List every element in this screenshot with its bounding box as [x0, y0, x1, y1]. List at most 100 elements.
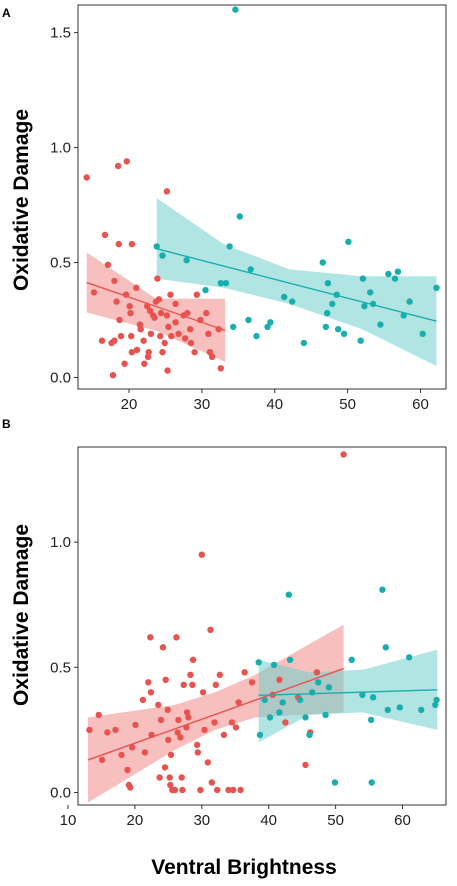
data-point: [168, 332, 175, 340]
data-point: [159, 349, 166, 356]
data-point: [104, 729, 111, 736]
data-point: [296, 696, 304, 704]
data-point: [115, 240, 123, 248]
data-point: [111, 337, 118, 344]
data-point: [126, 303, 133, 310]
data-point: [86, 726, 93, 734]
data-point: [309, 689, 316, 696]
data-point: [161, 339, 168, 347]
data-point: [83, 174, 90, 181]
data-point: [270, 661, 278, 668]
data-point: [172, 319, 179, 326]
data-point: [379, 586, 386, 593]
data-point: [348, 656, 355, 663]
data-point: [286, 656, 294, 663]
data-point: [104, 261, 112, 268]
data-point: [419, 330, 426, 337]
data-point: [201, 726, 208, 734]
x-tick-label: 40: [266, 396, 283, 413]
data-point: [197, 786, 204, 794]
data-point: [101, 231, 109, 239]
data-point: [187, 671, 194, 678]
data-point: [199, 689, 207, 696]
data-point: [369, 694, 377, 701]
data-point: [163, 312, 171, 319]
data-point: [157, 309, 165, 317]
data-point: [183, 709, 191, 716]
data-point: [367, 716, 375, 724]
data-point: [162, 676, 169, 683]
data-point: [204, 759, 211, 766]
data-point: [236, 213, 243, 220]
data-point: [279, 699, 286, 706]
data-point: [156, 774, 163, 781]
data-point: [128, 349, 136, 356]
data-point: [147, 330, 155, 337]
data-point: [167, 291, 174, 298]
confidence-band: [156, 198, 437, 366]
data-point: [111, 277, 118, 285]
data-point: [276, 709, 283, 716]
data-point: [276, 676, 283, 683]
data-point: [181, 335, 189, 342]
data-point: [396, 704, 403, 711]
data-point: [285, 591, 292, 598]
data-point: [109, 372, 117, 379]
data-point: [191, 349, 198, 356]
data-point: [433, 284, 440, 291]
data-point: [147, 689, 155, 696]
data-point: [189, 656, 197, 663]
data-point: [382, 644, 389, 651]
data-point: [385, 270, 392, 278]
data-point: [141, 360, 148, 367]
x-tick-label: 30: [193, 812, 210, 829]
data-point: [432, 701, 439, 709]
data-point: [155, 701, 162, 709]
data-point: [361, 303, 368, 310]
data-point: [187, 326, 194, 333]
data-point: [127, 309, 134, 317]
data-point: [145, 679, 152, 686]
data-point: [202, 286, 209, 294]
y-tick-label: 0.5: [50, 659, 71, 676]
data-point: [300, 339, 308, 347]
data-point: [232, 724, 240, 731]
data-point: [163, 188, 171, 195]
data-point: [154, 275, 161, 282]
data-point: [214, 786, 221, 794]
data-point: [164, 367, 171, 374]
data-point: [167, 781, 174, 789]
panel-b-plot: 0.0 0.5 1.0 10 20 30 40 50 60: [50, 446, 447, 829]
data-point: [207, 626, 214, 633]
data-point: [164, 706, 171, 714]
x-tick-label: 50: [327, 812, 344, 829]
data-point: [137, 326, 144, 333]
y-tick-label: 1.0: [50, 534, 71, 551]
y-tick-label: 1.5: [50, 25, 71, 42]
data-point: [394, 268, 402, 275]
data-point: [185, 714, 192, 721]
data-point: [165, 323, 172, 331]
data-point: [406, 298, 413, 305]
plot-frame: [77, 4, 447, 390]
confidence-band: [86, 252, 226, 362]
data-point: [230, 786, 237, 794]
data-point: [357, 337, 364, 344]
data-point: [153, 243, 160, 250]
data-point: [325, 684, 333, 691]
data-point: [302, 761, 309, 769]
y-axis-label-b: Oxidative Damage: [10, 524, 33, 706]
y-tick-label: 0.5: [50, 255, 71, 272]
data-point: [113, 298, 120, 305]
panel-label-a: A: [2, 6, 11, 20]
x-tick-label: 40: [260, 812, 277, 829]
data-point: [179, 786, 186, 794]
data-point: [95, 711, 102, 719]
data-point: [194, 749, 201, 756]
data-point: [178, 774, 185, 781]
data-point: [139, 696, 147, 704]
data-point: [391, 275, 399, 282]
data-point: [282, 719, 289, 726]
data-point: [264, 323, 271, 331]
data-point: [245, 316, 252, 324]
